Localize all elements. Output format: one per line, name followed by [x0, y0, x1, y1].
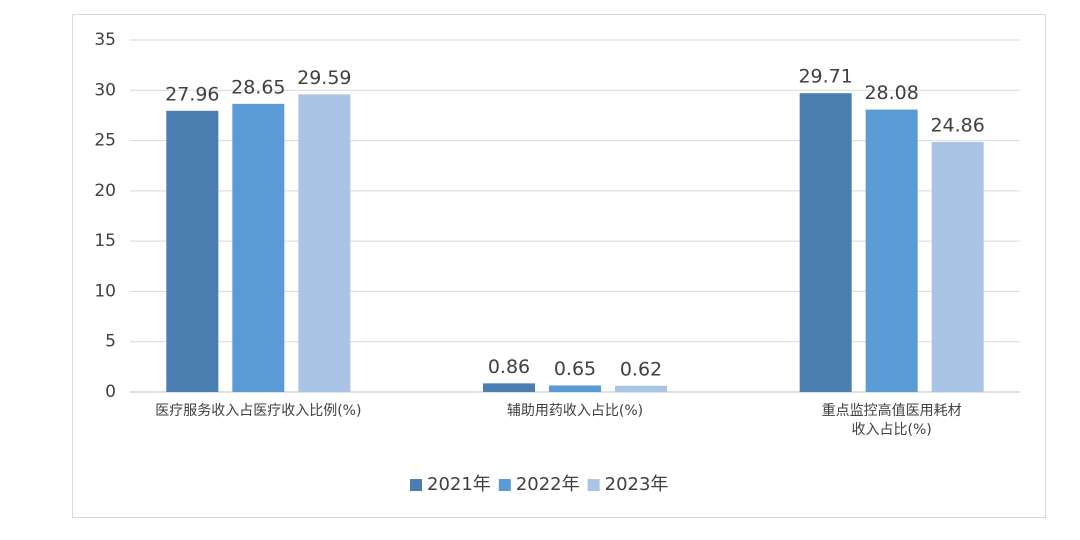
bar — [931, 141, 984, 392]
x-tick-label: 医疗服务收入占医疗收入比例(%) — [155, 403, 362, 419]
bar — [865, 109, 918, 392]
legend-swatch — [498, 479, 511, 491]
value-label: 29.71 — [798, 66, 852, 88]
legend-label: 2023年 — [605, 474, 669, 495]
y-tick-label: 30 — [94, 80, 116, 100]
y-tick-label: 0 — [105, 382, 116, 402]
y-tick-label: 20 — [94, 181, 116, 201]
value-label: 0.86 — [488, 356, 530, 378]
bar — [483, 383, 535, 392]
y-tick-label: 15 — [94, 231, 116, 251]
chart-frame — [72, 14, 1046, 518]
bar — [298, 94, 351, 392]
y-tick-label: 10 — [94, 281, 116, 301]
legend-swatch — [587, 479, 600, 491]
value-label: 29.59 — [297, 67, 351, 89]
legend-swatch — [410, 479, 422, 491]
bar — [799, 93, 852, 393]
bar — [232, 103, 285, 392]
legend-label: 2021年 — [427, 474, 491, 495]
value-label: 0.62 — [620, 358, 662, 380]
value-label: 27.96 — [165, 83, 219, 105]
value-label: 28.65 — [231, 76, 285, 98]
value-label: 28.08 — [864, 82, 918, 104]
x-tick-label: 重点监控高值医用耗材收入占比(%) — [821, 403, 962, 438]
legend-label: 2022年 — [516, 474, 580, 495]
y-tick-label: 25 — [94, 131, 116, 151]
value-label: 24.86 — [930, 114, 984, 136]
y-tick-label: 35 — [94, 30, 116, 50]
bar — [166, 110, 219, 393]
bar — [615, 385, 667, 392]
y-tick-label: 5 — [105, 332, 116, 352]
bar — [549, 385, 601, 392]
x-tick-label: 辅助用药收入占比(%) — [506, 403, 644, 419]
value-label: 0.65 — [554, 358, 596, 380]
